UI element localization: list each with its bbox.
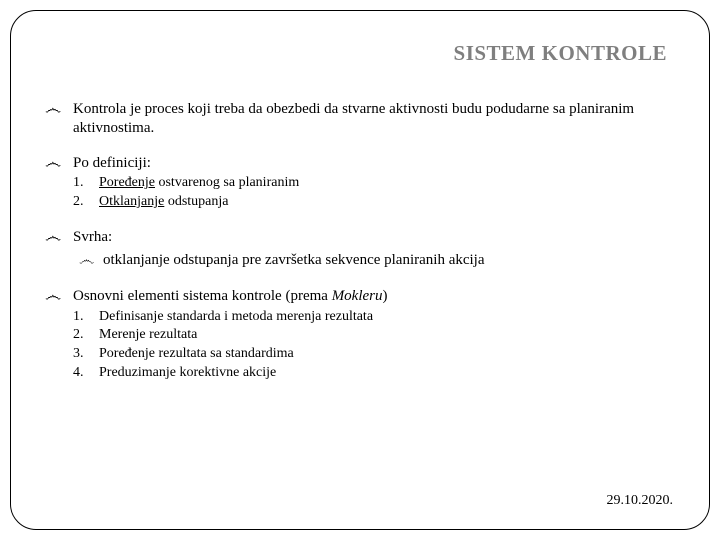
- slide-content: ෴ Kontrola je proces koji treba da obezb…: [45, 100, 675, 383]
- list-item: 1. Poređenje ostvarenog sa planiranim: [73, 174, 675, 193]
- bullet-body: Po definiciji: 1. Poređenje ostvarenog s…: [73, 154, 675, 213]
- bullet-text: Po definiciji:: [73, 154, 675, 173]
- ordered-list: 1. Poređenje ostvarenog sa planiranim 2.…: [73, 174, 675, 212]
- bullet-text: Osnovni elementi sistema kontrole (prema…: [73, 287, 675, 306]
- list-number: 3.: [73, 345, 99, 364]
- bullet-item: ෴ Po definiciji: 1. Poređenje ostvarenog…: [45, 154, 675, 213]
- list-number: 1.: [73, 308, 99, 327]
- bullet-icon: ෴: [45, 287, 73, 383]
- list-text: Otklanjanje odstupanja: [99, 193, 228, 212]
- list-text: Merenje rezultata: [99, 326, 197, 345]
- list-text: Poređenje rezultata sa standardima: [99, 345, 294, 364]
- list-item: 1. Definisanje standarda i metoda merenj…: [73, 308, 675, 327]
- ordered-list: 1. Definisanje standarda i metoda merenj…: [73, 308, 675, 384]
- list-number: 2.: [73, 193, 99, 212]
- list-text: Poređenje ostvarenog sa planiranim: [99, 174, 299, 193]
- bullet-text: Svrha:: [73, 228, 675, 247]
- list-number: 2.: [73, 326, 99, 345]
- bullet-icon: ෴: [45, 228, 73, 247]
- bullet-item: ෴ Kontrola je proces koji treba da obezb…: [45, 100, 675, 138]
- sub-bullet-item: ෴ otklanjanje odstupanja pre završetka s…: [79, 251, 675, 271]
- text-pre: Osnovni elementi sistema kontrole (prema: [73, 288, 332, 304]
- underlined-term: Otklanjanje: [99, 194, 164, 209]
- list-rest: ostvarenog sa planiranim: [155, 175, 299, 190]
- slide-frame: SISTEM KONTROLE ෴ Kontrola je proces koj…: [10, 10, 710, 530]
- list-rest: odstupanja: [164, 194, 228, 209]
- bullet-icon: ෴: [45, 154, 73, 213]
- bullet-item: ෴ Osnovni elementi sistema kontrole (pre…: [45, 287, 675, 383]
- sub-bullet-text: otklanjanje odstupanja pre završetka sek…: [103, 251, 485, 271]
- bullet-icon: ෴: [79, 251, 103, 271]
- list-item: 4. Preduzimanje korektivne akcije: [73, 364, 675, 383]
- list-item: 2. Otklanjanje odstupanja: [73, 193, 675, 212]
- bullet-text: Kontrola je proces koji treba da obezbed…: [73, 100, 675, 138]
- list-item: 2. Merenje rezultata: [73, 326, 675, 345]
- text-post: ): [383, 288, 388, 304]
- underlined-term: Poređenje: [99, 175, 155, 190]
- bullet-item: ෴ Svrha:: [45, 228, 675, 247]
- list-text: Preduzimanje korektivne akcije: [99, 364, 276, 383]
- bullet-body: Osnovni elementi sistema kontrole (prema…: [73, 287, 675, 383]
- list-number: 4.: [73, 364, 99, 383]
- list-number: 1.: [73, 174, 99, 193]
- list-text: Definisanje standarda i metoda merenja r…: [99, 308, 373, 327]
- slide-date: 29.10.2020.: [607, 493, 674, 509]
- list-item: 3. Poređenje rezultata sa standardima: [73, 345, 675, 364]
- bullet-icon: ෴: [45, 100, 73, 138]
- italic-term: Mokleru: [332, 288, 383, 304]
- slide-title: SISTEM KONTROLE: [45, 41, 667, 66]
